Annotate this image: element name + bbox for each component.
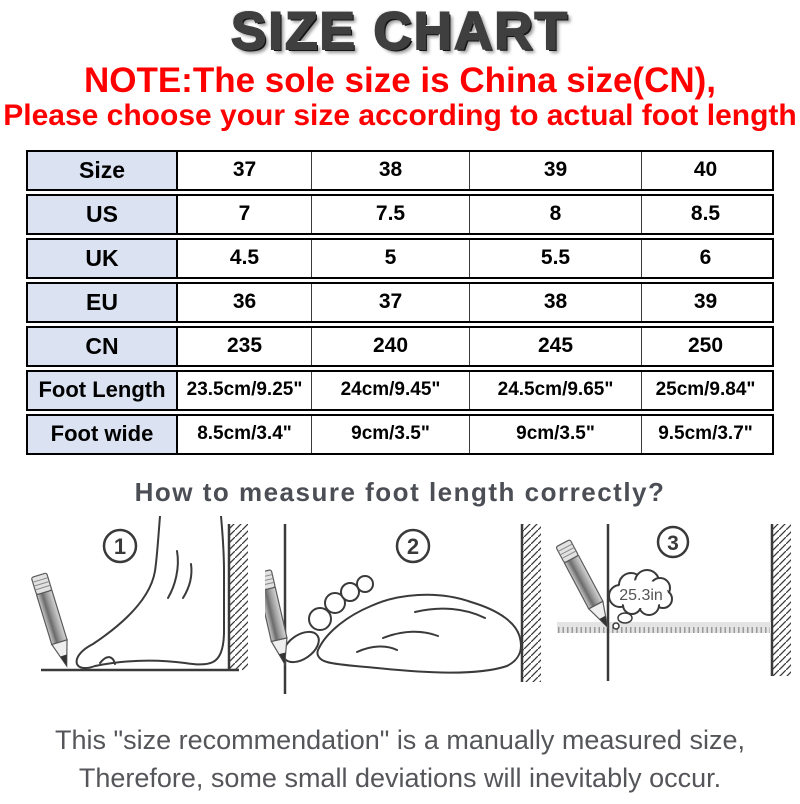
step-number-badge: 3 — [656, 525, 690, 559]
table-cell: 9cm/3.5" — [312, 415, 470, 453]
row-header: CN — [28, 327, 178, 365]
table-cell: 7 — [178, 195, 312, 233]
wall-hatch — [520, 523, 541, 682]
wall-hatch — [227, 523, 248, 670]
table-cell: 245 — [470, 327, 642, 365]
row-header: Size — [28, 151, 178, 189]
diagram-step3-read-measurement: 25.3in 3 — [555, 523, 791, 681]
page-title: SIZE CHART — [230, 2, 569, 61]
disclaimer-line-2: Therefore, some small deviations will in… — [78, 762, 722, 793]
table-cell: 9cm/3.5" — [470, 415, 642, 453]
row-header: Foot wide — [28, 415, 178, 453]
table-cell: 38 — [312, 151, 470, 189]
table-cell: 235 — [178, 327, 312, 365]
row-header: Foot Length — [28, 371, 178, 409]
note-line-1: NOTE:The sole size is China size(CN), — [83, 60, 717, 100]
table-cell: 37 — [312, 283, 470, 321]
foot-outline — [282, 574, 522, 674]
diagram-step2-foot-sole-view: 2 — [265, 523, 541, 694]
step-number-badge: 2 — [395, 528, 431, 564]
svg-text:1: 1 — [114, 534, 126, 559]
row-header: EU — [28, 283, 178, 321]
ruler — [557, 621, 771, 633]
table-cell: 36 — [178, 283, 312, 321]
table-row-size: Size 37 38 39 40 — [26, 149, 774, 191]
table-cell: 23.5cm/9.25" — [178, 371, 312, 409]
table-cell: 5.5 — [470, 239, 642, 277]
svg-text:3: 3 — [667, 532, 679, 555]
table-cell: 6 — [699, 246, 712, 270]
table-row-us: US 7 7.5 8 8.5 — [26, 193, 774, 235]
table-row-uk: UK 4.5 5 5.5 6 — [26, 237, 774, 279]
measurement-diagrams: 1 — [25, 515, 795, 706]
row-header: US — [28, 195, 178, 233]
pencil-icon — [555, 539, 609, 629]
table-row-foot-wide: Foot wide 8.5cm/3.4" 9cm/3.5" 9cm/3.5" 9… — [26, 413, 774, 455]
table-cell: 4.5 — [178, 239, 312, 277]
table-cell: 240 — [312, 327, 470, 365]
table-cell: 8 — [470, 195, 642, 233]
size-table: Size 37 38 39 40 US 7 7.5 8 8.5 UK 4.5 5… — [26, 149, 774, 455]
disclaimer-line-1: This "size recommendation" is a manually… — [55, 724, 745, 755]
foot-outline — [75, 515, 225, 669]
table-cell: 25cm/9.84" — [655, 379, 756, 401]
table-row-cn: CN 235 240 245 250 — [26, 325, 774, 367]
table-row-foot-length: Foot Length 23.5cm/9.25" 24cm/9.45" 24.5… — [26, 369, 774, 411]
note-line-2: Please choose your size according to act… — [3, 99, 797, 133]
svg-text:2: 2 — [407, 534, 419, 559]
table-cell: 24.5cm/9.65" — [470, 371, 642, 409]
table-cell: 9.5cm/3.7" — [658, 423, 753, 445]
wall-hatch — [770, 523, 791, 676]
table-cell: 38 — [470, 283, 642, 321]
row-header: UK — [28, 239, 178, 277]
table-row-eu: EU 36 37 38 39 — [26, 281, 774, 323]
table-cell: 40 — [693, 158, 718, 182]
table-cell: 39 — [470, 151, 642, 189]
table-cell: 8.5cm/3.4" — [178, 415, 312, 453]
table-cell: 8.5 — [690, 202, 721, 226]
table-cell: 24cm/9.45" — [312, 371, 470, 409]
pencil-icon — [31, 572, 68, 668]
pencil-icon — [265, 569, 288, 666]
table-cell: 5 — [312, 239, 470, 277]
step-number-badge: 1 — [102, 528, 138, 564]
howto-heading: How to measure foot length correctly? — [134, 476, 666, 507]
thought-bubble: 25.3in — [608, 568, 673, 630]
table-cell: 37 — [178, 151, 312, 189]
svg-text:25.3in: 25.3in — [619, 587, 663, 604]
table-cell: 39 — [693, 290, 718, 314]
table-cell: 250 — [687, 334, 724, 358]
disclaimer: This "size recommendation" is a manually… — [0, 722, 800, 798]
diagram-step1-foot-side-view: 1 — [31, 515, 248, 672]
table-cell: 7.5 — [312, 195, 470, 233]
